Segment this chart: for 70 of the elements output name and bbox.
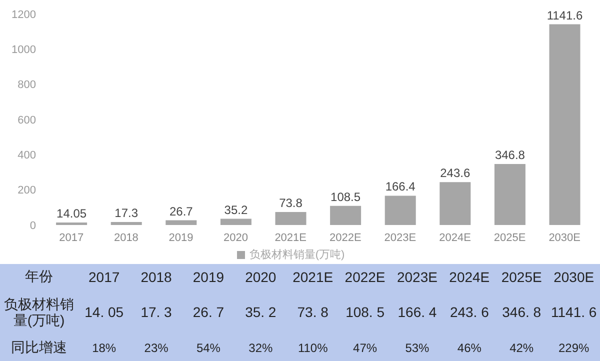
x-tick-label: 2020 [224,232,248,244]
category-label: 2018 [140,268,172,285]
category-label: 2022E [344,268,386,285]
text: 73. 8 [296,303,330,322]
data-label: 243.6 [440,166,470,180]
text: 35. 2 [244,303,278,322]
text: 18% [91,340,118,358]
y-tick-label: 200 [18,184,36,197]
bar [166,220,197,225]
bar [549,24,580,225]
x-tick-label: 2024E [439,232,471,244]
y-tick-label: 800 [18,79,36,92]
text: 53% [404,340,430,358]
y-tick-label: 0 [30,220,36,232]
x-tick-label: 2018 [114,232,138,244]
x-tick-label: 2030E [548,232,581,244]
category-label: 2023E [396,268,438,285]
category-label: 2019 [192,268,224,285]
bar [110,222,142,225]
text: 46% [456,340,482,358]
text: 54% [195,340,222,358]
text: 110% [296,340,329,358]
text: 年份 [24,266,54,286]
text: 同比增速 [10,338,68,358]
x-tick-label: 2023E [384,232,416,244]
text: 32% [248,340,274,358]
x-tick-label: 2025E [494,232,526,244]
text: 42% [508,340,535,358]
data-label: 166.4 [385,180,416,194]
x-tick-label: 2019 [168,232,194,244]
bar [494,164,526,225]
text: 346. 8 [501,303,542,322]
data-label: 26.7 [169,204,194,218]
text: 23% [143,340,170,358]
text: 47% [352,340,378,358]
legend-label: 负极材料销量(万吨) [249,249,345,261]
data-label: 346.8 [494,148,526,162]
x-tick-label: 2021E [274,232,307,244]
y-tick-label: 600 [18,114,36,126]
text: 1141. 6 [550,303,598,322]
text: 243. 6 [448,303,490,322]
bar [220,218,252,225]
text: 166. 4 [396,303,438,322]
bar [384,196,416,225]
data-label: 1141.6 [546,8,583,22]
data-label: 35.2 [224,202,248,217]
text: 14. 05 [84,303,125,322]
text: 17. 3 [140,303,173,322]
bar [330,206,362,225]
bar [275,212,306,225]
text: 负极材料销量(万吨) [3,295,75,330]
category-label: 2024E [449,268,490,285]
y-tick-label: 1000 [12,44,36,56]
bar [440,182,471,225]
data-label: 14.05 [56,206,87,221]
text: 229% [557,340,590,358]
data-label: 108.5 [330,190,361,204]
category-label: 2017 [88,268,120,285]
data-label: 73.8 [279,196,303,210]
text: 108. 5 [344,303,386,322]
category-label: 2020 [245,268,276,285]
x-tick-label: 2017 [59,232,84,244]
y-tick-label: 400 [18,150,36,162]
y-tick-label: 1200 [12,8,36,21]
x-tick-label: 2022E [329,232,362,244]
category-label: 2025E [501,268,542,285]
category-label: 2021E [292,268,334,285]
category-label: 2030E [554,268,594,285]
text: 26. 7 [192,303,226,322]
data-label: 17.3 [114,206,138,220]
